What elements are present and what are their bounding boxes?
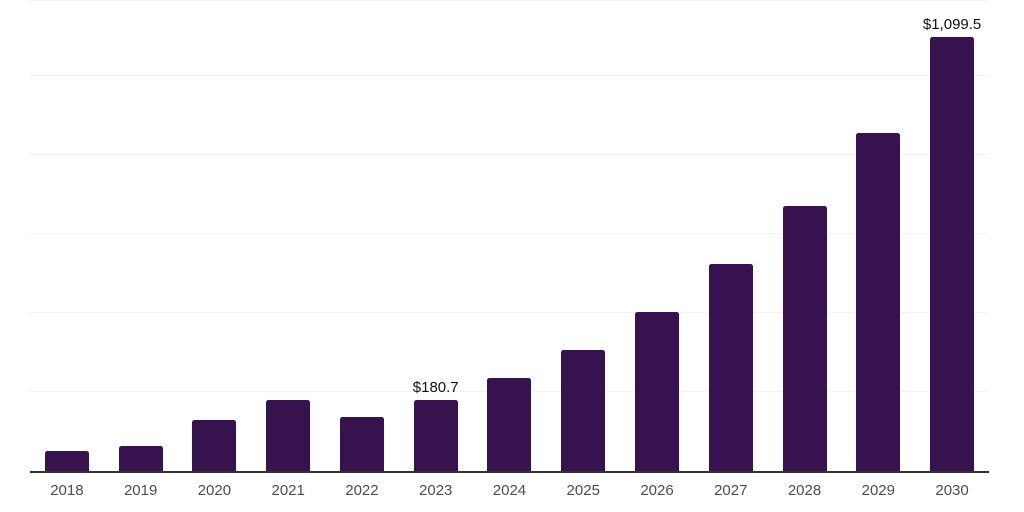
data-label-2023: $180.7 [412,378,459,396]
bar-column-2027 [694,1,768,471]
bar-column-2020 [178,1,252,471]
x-tick-label-2020: 2020 [197,482,232,499]
bar-2022 [339,416,384,471]
gridline-400 [30,312,989,314]
gridline-1000 [30,75,989,77]
bar-2029 [856,133,901,471]
bar-2020 [192,419,237,471]
x-tick-label-2019: 2019 [123,482,158,499]
bar-column-2024 [473,1,547,471]
x-axis-labels: 2018 2019 2020 2021 2022 2023 2024 2025 2026 2027… [30,482,989,499]
x-tick-label-2026: 2026 [640,482,674,499]
data-label-2030: $1,099.5 [922,15,982,33]
bar-column-2030: $1,099.5 [915,1,989,471]
bar-column-2018 [30,1,104,471]
x-tick-label-2025: 2025 [566,482,600,499]
x-tick-label-2030: 2030 [935,482,969,499]
gridline-800 [30,154,989,156]
bar-column-2029 [841,1,915,471]
x-tick-label-2029: 2029 [861,482,895,499]
bar-column-2023: $180.7 [399,1,473,471]
bar-2019 [118,445,163,471]
x-tick-label-2027: 2027 [714,482,748,499]
plot-area: $180.7 $1,099.5 [30,0,989,473]
bar-column-2021 [251,1,325,471]
bar-column-2022 [325,1,399,471]
bar-2026 [635,312,679,471]
bar-column-2019 [104,1,178,471]
bar-column-2025 [546,1,620,471]
x-tick-label-2023: 2023 [419,482,453,499]
bar-2018 [44,451,89,471]
bar-column-2028 [768,1,842,471]
bar-2023 [413,399,458,471]
bar-2027 [708,263,753,471]
bar-2028 [782,205,827,471]
gridline-600 [30,233,989,235]
x-tick-label-2018: 2018 [50,482,84,499]
bar-2030 [930,36,975,471]
x-tick-label-2024: 2024 [492,482,527,499]
bars-row: $180.7 $1,099.5 [30,1,989,471]
bar-column-2026 [620,1,694,471]
x-tick-label-2028: 2028 [787,482,822,499]
bar-2025 [561,349,606,471]
bar-2021 [266,399,311,471]
bar-2024 [487,377,532,471]
x-tick-label-2022: 2022 [345,482,379,499]
x-tick-label-2021: 2021 [271,482,305,499]
